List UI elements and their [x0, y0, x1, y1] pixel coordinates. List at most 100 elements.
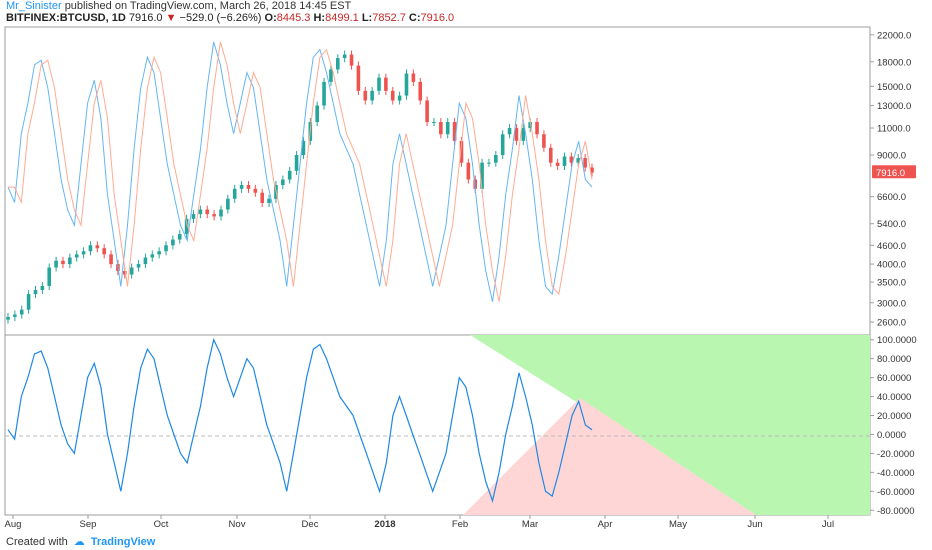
candle-body [555, 162, 560, 166]
candle-body [191, 214, 196, 219]
time-axis-label: Jun [747, 519, 762, 530]
time-axis-label: Nov [229, 519, 246, 530]
candle-body [95, 245, 100, 249]
oscillator-axis: 100.0000 80.0000 60.0000 40.0000 20.0000 0.00… [870, 335, 917, 517]
author-link[interactable]: Mr_Sinister [6, 0, 62, 12]
candle-body [315, 105, 319, 123]
open-value: 8445.3 [276, 12, 311, 24]
chart-header: Mr_Sinister published on TradingView.com… [6, 0, 454, 24]
candle-body [418, 81, 423, 101]
price-axis-label: 4600.0 [877, 241, 906, 252]
candle-body [494, 155, 498, 163]
candle-body [397, 95, 402, 101]
price-change: −529.0 (−6.26%) [179, 12, 262, 24]
candle-body [322, 81, 326, 106]
candle-body [246, 185, 251, 189]
price-axis-label: 4000.0 [877, 260, 906, 271]
price-axis-label: 22000.0 [877, 30, 911, 41]
price-axis-label: 6600.0 [877, 192, 906, 203]
osc-axis-label: 40.0000 [877, 392, 911, 403]
stochastic-d-line [8, 41, 593, 302]
candle-body [74, 254, 79, 258]
published-text: published on TradingView.com, March 26, … [64, 0, 352, 12]
candle-body [487, 162, 491, 164]
time-axis-label: May [669, 519, 687, 530]
candle-body [466, 162, 471, 180]
green-zone [470, 335, 870, 515]
symbol-label: BITFINEX:BTCUSD, 1D [6, 12, 126, 24]
candle-body [47, 267, 52, 286]
price-axis-label: 3000.0 [877, 298, 906, 309]
time-axis-label: Mar [522, 519, 538, 530]
low-label: L: [361, 12, 373, 24]
price-axis-label: 11000.0 [877, 124, 911, 135]
candle-body [335, 58, 340, 70]
candle-body [459, 140, 464, 163]
price-axis-label: 3500.0 [877, 278, 906, 289]
candle-body [480, 162, 484, 189]
candle-body [329, 69, 333, 82]
candle-body [164, 245, 168, 252]
candle-body [411, 73, 416, 82]
candle-body [184, 218, 189, 235]
candle-body [136, 264, 141, 268]
low-value: 7852.7 [372, 12, 406, 24]
price-axis-label: 9000.0 [877, 151, 906, 162]
candle-body [212, 214, 216, 217]
price-axis: 22000.0 18000.0 15000.0 13000.0 11000.0 9000.… [870, 30, 916, 329]
candle-body [500, 134, 505, 156]
last-price: 7916.0 [128, 12, 163, 24]
osc-axis-label: -80.0000 [877, 506, 915, 517]
oscillator-line-group [7, 337, 593, 503]
candle-body [260, 192, 265, 203]
candle-body [342, 54, 347, 59]
candle-body [281, 179, 285, 186]
candle-body [377, 77, 381, 91]
price-axis-label: 5400.0 [877, 219, 906, 230]
candle-body [198, 209, 203, 215]
candle-body [6, 316, 10, 320]
candle-body [232, 188, 237, 199]
candle-body [514, 128, 519, 141]
candle-body [535, 122, 539, 135]
candle-body [123, 270, 127, 275]
candle-body [68, 257, 72, 265]
open-label: O: [264, 12, 277, 24]
candle-body [370, 90, 374, 101]
candle-body [205, 209, 210, 215]
candle-body [569, 156, 574, 163]
current-price-badge [872, 165, 916, 179]
candle-body [102, 248, 106, 255]
current-price-label: 7916.0 [876, 168, 905, 179]
time-axis-label: Sep [80, 519, 97, 530]
tradingview-brand[interactable]: TradingView [90, 535, 156, 548]
time-axis: Aug Sep Oct Nov Dec 2018 Feb Mar Apr May Jun Jul [5, 515, 834, 530]
price-axis-label: 18000.0 [877, 57, 911, 68]
candle-body [157, 251, 161, 255]
candle-body [177, 234, 182, 240]
time-axis-label: Aug [5, 519, 22, 530]
candle-body [452, 122, 457, 141]
candle-body [590, 167, 594, 173]
candle-body [219, 209, 223, 217]
footer: Created with ☁ TradingView [6, 535, 156, 549]
time-axis-label: Feb [452, 519, 468, 530]
candle-body [109, 254, 113, 265]
time-axis-label: Jul [822, 519, 834, 530]
candle-body [384, 77, 388, 91]
close-value: 7916.0 [420, 12, 455, 24]
candle-body [129, 267, 134, 275]
candle-body [548, 147, 553, 163]
candle-body [439, 122, 443, 135]
candle-body [171, 239, 175, 246]
candle-body [363, 90, 368, 101]
osc-axis-label: 0.0000 [877, 430, 906, 441]
stochastic-lines [7, 41, 593, 302]
candles-group [6, 50, 594, 324]
osc-axis-label: 100.0000 [877, 335, 917, 346]
candle-body [26, 294, 31, 310]
candle-body [507, 128, 512, 135]
price-axis-label: 13000.0 [877, 101, 911, 112]
candle-body [542, 134, 546, 148]
